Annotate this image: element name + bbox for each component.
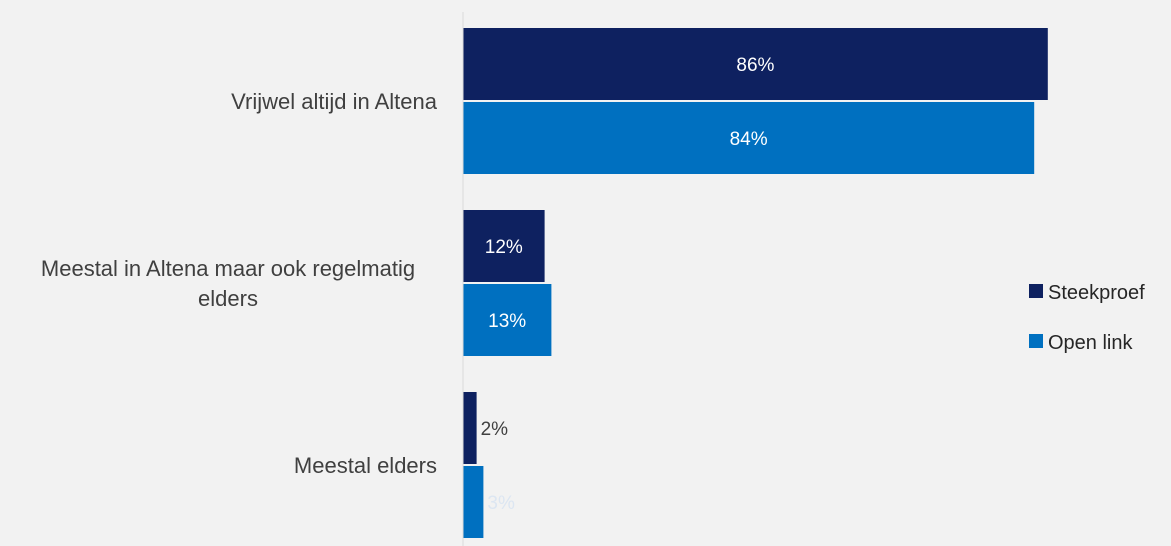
data-label: 12% (485, 237, 523, 258)
category-label: Meestal elders (294, 453, 437, 478)
category-label: elders (198, 286, 258, 311)
legend: Steekproef Open link (1029, 282, 1145, 354)
data-label: 2% (481, 419, 509, 440)
bar-open-link (463, 284, 552, 356)
legend-swatch (1029, 284, 1043, 298)
bar-steekproef (463, 210, 545, 282)
legend-label: Steekproef (1048, 282, 1145, 304)
legend-swatch (1029, 334, 1043, 348)
data-label: 86% (736, 55, 774, 76)
legend-label: Open link (1048, 332, 1133, 354)
category-label: Meestal in Altena maar ook regelmatig (41, 256, 415, 281)
bar-steekproef (463, 28, 1048, 100)
bar-open-link (463, 102, 1035, 174)
data-label: 84% (730, 129, 768, 150)
data-label: 3% (487, 493, 515, 514)
data-label: 13% (488, 311, 526, 332)
plot-area: Vrijwel altijd in Altena 86% 84% Meestal in… (41, 28, 1048, 538)
bar-open-link (463, 466, 484, 538)
category-label: Vrijwel altijd in Altena (231, 89, 438, 114)
bar-steekproef (463, 392, 477, 464)
